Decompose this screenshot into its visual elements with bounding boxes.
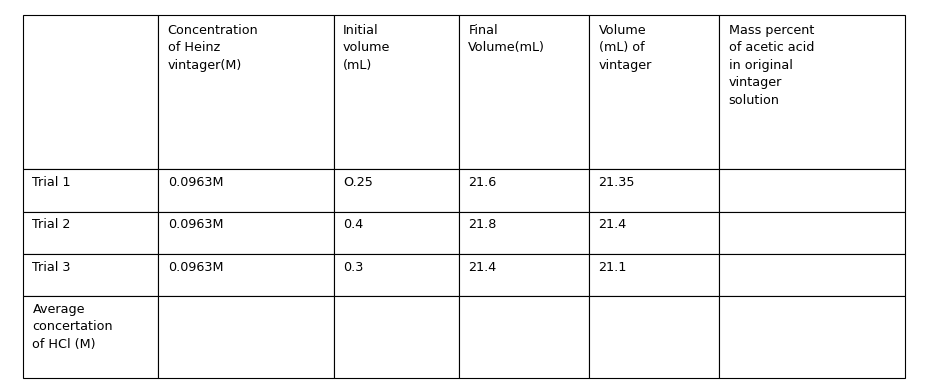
Text: 0.0963M: 0.0963M: [168, 261, 223, 274]
Bar: [159, 296, 334, 378]
Text: 0.0963M: 0.0963M: [168, 176, 223, 189]
Bar: [159, 254, 334, 296]
Text: 0.0963M: 0.0963M: [168, 218, 223, 232]
Bar: [334, 254, 459, 296]
Bar: [23, 15, 159, 169]
Text: Average
concertation
of HCl (M): Average concertation of HCl (M): [32, 303, 113, 351]
Bar: [589, 212, 718, 254]
Text: 21.4: 21.4: [468, 261, 496, 274]
Bar: [23, 212, 159, 254]
Text: Final
Volume(mL): Final Volume(mL): [468, 24, 544, 54]
Text: Volume
(mL) of
vintager: Volume (mL) of vintager: [598, 24, 651, 72]
Bar: [159, 169, 334, 212]
Bar: [589, 296, 718, 378]
Bar: [459, 254, 589, 296]
Bar: [718, 15, 904, 169]
Bar: [159, 15, 334, 169]
Bar: [718, 212, 904, 254]
Bar: [589, 15, 718, 169]
Bar: [589, 169, 718, 212]
Text: Initial
volume
(mL): Initial volume (mL): [343, 24, 390, 72]
Text: 21.8: 21.8: [468, 218, 496, 232]
Bar: [589, 254, 718, 296]
Text: 0.3: 0.3: [343, 261, 363, 274]
Text: Trial 2: Trial 2: [32, 218, 70, 232]
Bar: [459, 169, 589, 212]
Bar: [459, 296, 589, 378]
Bar: [459, 212, 589, 254]
Bar: [334, 296, 459, 378]
Text: 21.1: 21.1: [598, 261, 627, 274]
Bar: [159, 212, 334, 254]
Text: Mass percent
of acetic acid
in original
vintager
solution: Mass percent of acetic acid in original …: [728, 24, 813, 107]
Bar: [23, 169, 159, 212]
Text: 21.6: 21.6: [468, 176, 496, 189]
Bar: [718, 254, 904, 296]
Bar: [23, 296, 159, 378]
Bar: [718, 169, 904, 212]
Text: Trial 1: Trial 1: [32, 176, 70, 189]
Text: Trial 3: Trial 3: [32, 261, 70, 274]
Bar: [334, 15, 459, 169]
Bar: [718, 296, 904, 378]
Bar: [334, 212, 459, 254]
Text: Concentration
of Heinz
vintager(M): Concentration of Heinz vintager(M): [168, 24, 259, 72]
Bar: [334, 169, 459, 212]
Text: 21.35: 21.35: [598, 176, 634, 189]
Bar: [23, 254, 159, 296]
Text: O.25: O.25: [343, 176, 373, 189]
Text: 0.4: 0.4: [343, 218, 362, 232]
Bar: [459, 15, 589, 169]
Text: 21.4: 21.4: [598, 218, 626, 232]
